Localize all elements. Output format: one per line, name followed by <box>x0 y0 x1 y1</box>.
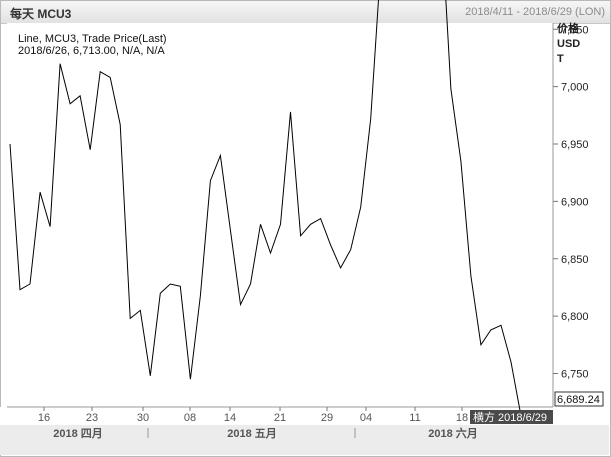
x-month-label: 2018 四月 <box>53 427 103 440</box>
chart-title: 每天 MCU3 <box>10 7 72 21</box>
x-axis-day-band <box>0 407 609 425</box>
y-tick-label: 7,000 <box>561 82 589 94</box>
last-value-text: 6,689.24 <box>557 394 600 406</box>
x-month-label: 2018 五月 <box>227 427 277 440</box>
last-value-badge: 6,689.24 <box>554 391 604 407</box>
y-tick-label: 6,950 <box>561 139 589 151</box>
unit-label-price: 价格 <box>557 21 580 35</box>
y-tick-label: 6,900 <box>561 196 589 208</box>
date-range-label: 2018/4/11 - 2018/6/29 (LON) <box>465 6 605 18</box>
y-axis-ticks: 6,7506,8006,8506,9006,9507,0007,0507,100… <box>553 24 589 381</box>
unit-label-t: T <box>557 53 564 65</box>
y-tick-label: 6,800 <box>561 311 589 323</box>
unit-label-currency: USD <box>557 38 580 50</box>
x-tick-label: 23 <box>86 412 98 424</box>
x-axis-months: 2018 四月 2018 五月 2018 六月 <box>53 426 478 440</box>
legend-line-2: 2018/6/26, 6,713.00, N/A, N/A <box>18 45 165 57</box>
x-tick-label: 21 <box>274 412 286 424</box>
series-line-mcu3[interactable] <box>9 0 522 417</box>
x-axis-ticks: 16 23 30 08 14 21 29 04 11 18 <box>38 407 468 424</box>
x-tick-label: 16 <box>38 412 50 424</box>
y-tick-label: 6,750 <box>561 369 589 381</box>
series-layer <box>9 0 522 417</box>
x-tick-label: 11 <box>409 412 420 424</box>
x-tick-label: 08 <box>184 412 196 424</box>
x-tick-label: 14 <box>224 412 236 424</box>
y-tick-label: 7,050 <box>561 24 589 36</box>
x-axis-month-band <box>0 425 609 455</box>
legend-line-1: Line, MCU3, Trade Price(Last) <box>18 33 167 45</box>
y-tick-label: 6,850 <box>561 254 589 266</box>
x-tick-label: 04 <box>360 412 372 424</box>
plot-area[interactable] <box>7 23 553 407</box>
x-tick-label: 30 <box>137 412 149 424</box>
cursor-date-text: 横方 2018/6/29 <box>473 410 547 424</box>
x-tick-label: 18 <box>456 412 468 424</box>
x-tick-label: 29 <box>321 412 333 424</box>
x-month-label: 2018 六月 <box>428 426 478 440</box>
cursor-date-tag: 横方 2018/6/29 <box>470 410 553 424</box>
